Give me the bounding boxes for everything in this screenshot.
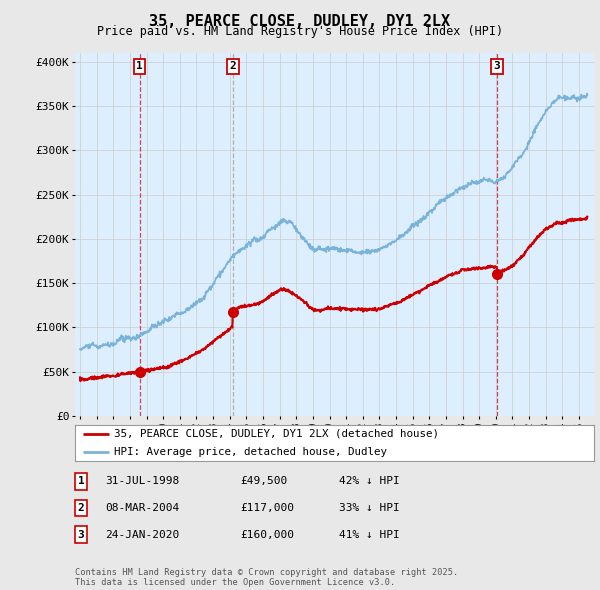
Text: 24-JAN-2020: 24-JAN-2020	[105, 530, 179, 539]
Text: 41% ↓ HPI: 41% ↓ HPI	[339, 530, 400, 539]
Text: 1: 1	[77, 477, 85, 486]
Text: 3: 3	[77, 530, 85, 539]
Text: 2: 2	[229, 61, 236, 71]
Text: Contains HM Land Registry data © Crown copyright and database right 2025.
This d: Contains HM Land Registry data © Crown c…	[75, 568, 458, 587]
Text: 3: 3	[494, 61, 500, 71]
Text: 42% ↓ HPI: 42% ↓ HPI	[339, 477, 400, 486]
Text: Price paid vs. HM Land Registry's House Price Index (HPI): Price paid vs. HM Land Registry's House …	[97, 25, 503, 38]
Text: 2: 2	[77, 503, 85, 513]
Text: 35, PEARCE CLOSE, DUDLEY, DY1 2LX: 35, PEARCE CLOSE, DUDLEY, DY1 2LX	[149, 14, 451, 29]
Text: 35, PEARCE CLOSE, DUDLEY, DY1 2LX (detached house): 35, PEARCE CLOSE, DUDLEY, DY1 2LX (detac…	[114, 429, 439, 439]
Text: 31-JUL-1998: 31-JUL-1998	[105, 477, 179, 486]
Text: 08-MAR-2004: 08-MAR-2004	[105, 503, 179, 513]
Text: 1: 1	[136, 61, 143, 71]
Text: £49,500: £49,500	[240, 477, 287, 486]
Text: 33% ↓ HPI: 33% ↓ HPI	[339, 503, 400, 513]
Text: £160,000: £160,000	[240, 530, 294, 539]
Text: £117,000: £117,000	[240, 503, 294, 513]
Text: HPI: Average price, detached house, Dudley: HPI: Average price, detached house, Dudl…	[114, 447, 387, 457]
